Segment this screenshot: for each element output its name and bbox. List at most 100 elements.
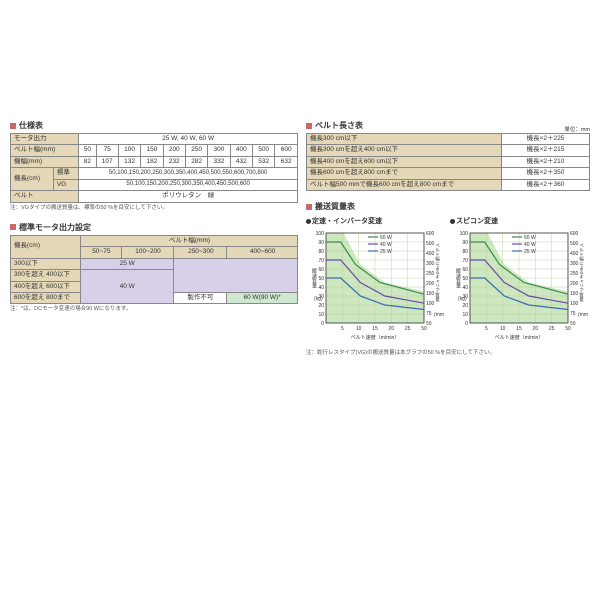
svg-text:50: 50 [426, 321, 432, 327]
svg-text:20: 20 [318, 303, 324, 309]
spec-cell: ポリウレタン 緑 [79, 191, 298, 202]
spec-cell: 182 [141, 156, 163, 167]
spec-cell: 50 [79, 145, 96, 156]
len-row-label: ベルト幅500 mmで機長600 cmを超え800 cmまで [307, 179, 502, 190]
svg-text:100: 100 [570, 301, 579, 307]
svg-text:150: 150 [426, 291, 435, 297]
len-row-val: 機長×2＋210 [502, 156, 590, 167]
motor-col: 250~300 [174, 247, 227, 258]
len-row-val: 機長×2＋360 [502, 179, 590, 190]
svg-text:400: 400 [426, 251, 435, 257]
svg-text:50: 50 [462, 276, 468, 282]
spec-cell: 50,100,150,200,250,300,350,400,450,500,6… [79, 179, 298, 190]
svg-text:ベルト幅によるキャリア質量: ベルト幅によるキャリア質量 [579, 243, 585, 303]
motor-cell-empty [174, 258, 298, 292]
spec-cell: 400 [230, 145, 252, 156]
mass-chart-title-text: 搬送質量表 [315, 201, 355, 212]
svg-text:75: 75 [426, 311, 432, 317]
spec-cell: 632 [275, 156, 298, 167]
svg-text:15: 15 [372, 326, 378, 332]
spec-cell: 332 [208, 156, 230, 167]
chart-2-title: スピコン変速 [450, 216, 590, 226]
motor-note: 注：*は、DCモータ変速の場合90 Wになります。 [10, 306, 298, 313]
motor-row: 300以下 [11, 258, 81, 269]
svg-text:90: 90 [318, 240, 324, 246]
svg-text:250: 250 [570, 271, 579, 277]
len-row-label: 機長300 cmを超え400 cm以下 [307, 145, 502, 156]
spec-cell: 250 [185, 145, 207, 156]
svg-text:500: 500 [570, 241, 579, 247]
spec-table: モータ出力 25 W, 40 W, 60 W ベルト幅(mm) 50 75 10… [10, 133, 298, 203]
svg-text:10: 10 [462, 312, 468, 318]
svg-text:0: 0 [321, 321, 324, 327]
svg-text:ベルト速度（m/min）: ベルト速度（m/min） [495, 334, 544, 341]
svg-text:200: 200 [426, 281, 435, 287]
title-marker-icon [306, 204, 312, 210]
svg-text:150: 150 [570, 291, 579, 297]
len-row-label: 機長400 cmを超え600 cm以下 [307, 156, 502, 167]
svg-text:(mm): (mm) [434, 312, 444, 318]
spec-row-label: 機長(cm) [11, 168, 54, 191]
svg-text:80: 80 [318, 249, 324, 255]
spec-cell: 200 [163, 145, 185, 156]
svg-text:300: 300 [426, 261, 435, 267]
spec-cell: 82 [79, 156, 96, 167]
chart-2: スピコン変速 010203040506070809010051015202550… [450, 216, 590, 348]
motor-col: 50~75 [81, 247, 122, 258]
len-row-label: 機長600 cmを超え800 cmまで [307, 168, 502, 179]
svg-text:ベルト速度（m/min）: ベルト速度（m/min） [351, 334, 400, 341]
motor-row: 300を超え 400以下 [11, 270, 81, 281]
spec-cell: 282 [185, 156, 207, 167]
motor-row: 400を超え 600以下 [11, 281, 81, 292]
motor-table: 機長(cm) ベルト幅(mm) 50~75 100~200 250~300 40… [10, 235, 298, 305]
spec-cell: 75 [96, 145, 118, 156]
spec-cell: 500 [253, 145, 275, 156]
svg-text:80: 80 [462, 249, 468, 255]
spec-table-title-text: 仕様表 [19, 120, 43, 131]
motor-table-title: 標準モータ出力設定 [10, 222, 298, 233]
length-table: 機長300 cm以下機長×2＋225 機長300 cmを超え400 cm以下機長… [306, 133, 590, 191]
svg-text:60 W: 60 W [380, 235, 392, 241]
motor-cell-60w: 60 W(90 W)* [227, 292, 298, 303]
len-row-val: 機長×2＋215 [502, 145, 590, 156]
svg-text:75: 75 [570, 311, 576, 317]
spec-cell: 107 [96, 156, 118, 167]
motor-table-title-text: 標準モータ出力設定 [19, 222, 91, 233]
chart-2-svg: 0102030405060708090100510152025505075100… [450, 228, 588, 348]
svg-text:250: 250 [426, 271, 435, 277]
svg-text:50: 50 [318, 276, 324, 282]
svg-text:5: 5 [341, 326, 344, 332]
title-marker-icon [10, 123, 16, 129]
len-row-val: 機長×2＋225 [502, 134, 590, 145]
chart-1-svg: 0102030405060708090100510152025505075100… [306, 228, 444, 348]
svg-text:15: 15 [516, 326, 522, 332]
svg-text:25: 25 [549, 326, 555, 332]
motor-col: 100~200 [121, 247, 174, 258]
spec-cell: 232 [163, 156, 185, 167]
svg-text:40: 40 [318, 285, 324, 291]
chart-1: 定速・インバータ変速 01020304050607080901005101520… [306, 216, 446, 348]
svg-text:25 W: 25 W [380, 249, 392, 255]
svg-text:20: 20 [533, 326, 539, 332]
spec-note: 注：VGタイプの搬送質量は、標準の50 %を目安にして下さい。 [10, 205, 298, 212]
spec-cell: 300 [208, 145, 230, 156]
motor-cell-25w: 25 W [81, 258, 174, 269]
svg-text:(mm): (mm) [578, 312, 588, 318]
svg-text:60 W: 60 W [524, 235, 536, 241]
motor-col: 400~600 [227, 247, 298, 258]
svg-text:25: 25 [405, 326, 411, 332]
svg-text:ベルト幅によるキャリア質量: ベルト幅によるキャリア質量 [435, 243, 441, 303]
svg-text:50: 50 [570, 321, 576, 327]
motor-cell-40w: 40 W [81, 270, 174, 304]
length-table-title: ベルト長さ表 [306, 120, 363, 131]
spec-sub-label: VG [53, 179, 78, 190]
spec-row-label: 機幅(mm) [11, 156, 79, 167]
svg-text:400: 400 [570, 251, 579, 257]
spec-cell: 150 [141, 145, 163, 156]
spec-row-label: ベルト [11, 191, 79, 202]
svg-text:搬送質量: 搬送質量 [311, 268, 317, 290]
spec-cell: 132 [118, 156, 140, 167]
spec-cell: 600 [275, 145, 298, 156]
svg-text:600: 600 [570, 231, 579, 237]
svg-text:40 W: 40 W [380, 242, 392, 248]
